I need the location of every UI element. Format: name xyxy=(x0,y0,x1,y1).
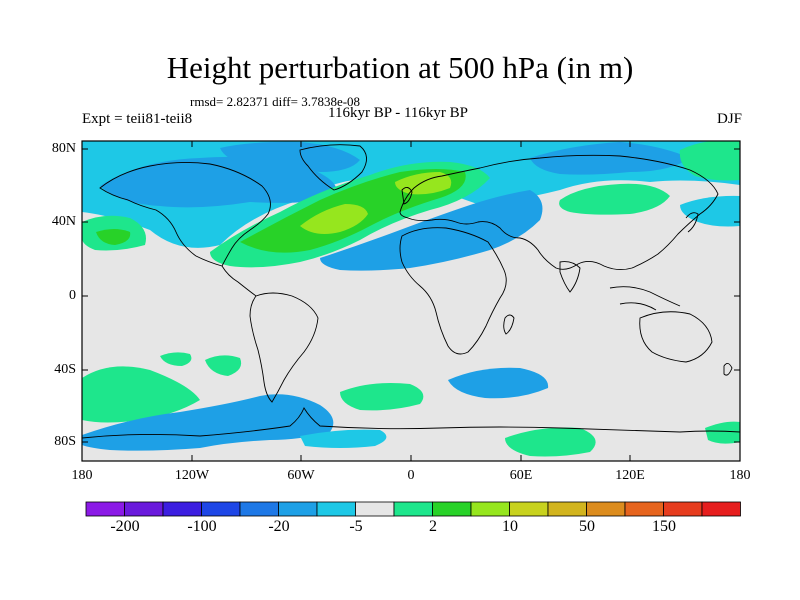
contour-region-north-pacific-core xyxy=(96,229,131,245)
colorbar-box xyxy=(509,501,549,517)
colorbar-box xyxy=(124,501,164,517)
contour-region-antarctic-strip xyxy=(300,429,387,448)
coastline-central-america xyxy=(221,265,257,297)
contour-region-north-america-2 xyxy=(220,141,360,172)
coastline-new-zealand xyxy=(723,363,733,376)
coastlines xyxy=(82,144,740,439)
lat-label-0: 0 xyxy=(69,288,76,303)
contour-region-central-asia xyxy=(559,183,670,215)
contour-fill-layer xyxy=(82,141,740,457)
lon-label-120E: 120E xyxy=(615,468,645,483)
contour-region-south-atlantic xyxy=(340,383,424,411)
colorbar-label: -200 xyxy=(110,518,140,535)
colorbar-box xyxy=(85,501,125,517)
contour-region-antarctic-pacific xyxy=(82,394,334,451)
contour-region-east-pacific xyxy=(680,195,740,227)
lon-label-0: 0 xyxy=(407,468,415,483)
colorbar-label: -5 xyxy=(349,518,363,535)
contour-region-tropical-patch-2 xyxy=(205,355,242,376)
colorbar-label: -100 xyxy=(187,518,217,535)
colorbar-box xyxy=(355,501,395,517)
colorbar-label: 10 xyxy=(502,518,518,535)
coastline-india xyxy=(559,261,581,293)
colorbar-label: 50 xyxy=(579,518,595,535)
coastline-madagascar xyxy=(503,314,515,335)
coastline-australia xyxy=(639,311,713,363)
colorbar-box xyxy=(547,501,587,517)
lat-label-40N: 40N xyxy=(51,214,76,229)
colorbar-box xyxy=(278,501,318,517)
coastline-greenland xyxy=(299,144,367,191)
axis-ticks xyxy=(81,141,741,461)
lon-label-60W: 60W xyxy=(287,468,315,483)
rmsd-diff-stats: rmsd= 2.82371 diff= 3.7838e-08 xyxy=(190,94,361,109)
colorbar-box xyxy=(393,501,433,517)
contour-region-south-pacific xyxy=(82,366,200,423)
colorbar-label: 150 xyxy=(652,518,676,535)
colorbar-box xyxy=(663,501,703,517)
colorbar-box xyxy=(162,501,202,517)
colorbar-label: -20 xyxy=(268,518,290,535)
colorbar-label: 2 xyxy=(429,518,437,535)
lat-label-80S: 80S xyxy=(54,434,76,449)
lon-label-180e: 180 xyxy=(729,468,751,483)
lon-label-180w: 180 xyxy=(71,468,93,483)
contour-region-scandinavia-max xyxy=(395,172,452,195)
colorbar-box xyxy=(239,501,279,517)
colorbar-box xyxy=(701,501,741,517)
contour-region-atlantic-max xyxy=(300,204,368,234)
coastline-japan xyxy=(685,212,699,233)
chart-subtitle: 116kyr BP - 116kyr BP xyxy=(328,105,469,121)
colorbar-box xyxy=(470,501,510,517)
lon-label-120W: 120W xyxy=(174,468,210,483)
contour-region-north-america xyxy=(100,156,337,208)
colorbar-box xyxy=(432,501,472,517)
season-label: DJF xyxy=(716,111,742,127)
contour-region-north-africa xyxy=(320,190,543,271)
contour-region-bering xyxy=(679,141,740,181)
contour-region-south-indian xyxy=(448,367,549,399)
contour-region-tropical-patch xyxy=(160,352,192,366)
colorbar xyxy=(85,501,741,517)
contour-region-siberia xyxy=(530,142,690,175)
lat-label-80N: 80N xyxy=(51,141,76,156)
colorbar-box xyxy=(316,501,356,517)
coastline-north-america xyxy=(99,161,271,267)
coastline-antarctica xyxy=(82,406,740,439)
coastline-eurasia xyxy=(399,154,719,271)
colorbar-box xyxy=(624,501,664,517)
contour-region-east-antarctica xyxy=(505,427,596,457)
coastline-south-america xyxy=(249,292,319,403)
experiment-label: Expt = teii81-teii8 xyxy=(82,111,193,127)
coastline-maritime-continent xyxy=(609,286,681,311)
colorbar-box xyxy=(586,501,626,517)
lat-label-40S: 40S xyxy=(54,362,76,377)
chart-title: Height perturbation at 500 hPa (in m) xyxy=(166,50,634,85)
coastline-africa xyxy=(399,227,507,355)
coastline-uk xyxy=(401,187,413,205)
contour-region-ross-sea xyxy=(705,421,740,444)
lon-label-60E: 60E xyxy=(509,468,533,483)
colorbar-box xyxy=(201,501,241,517)
